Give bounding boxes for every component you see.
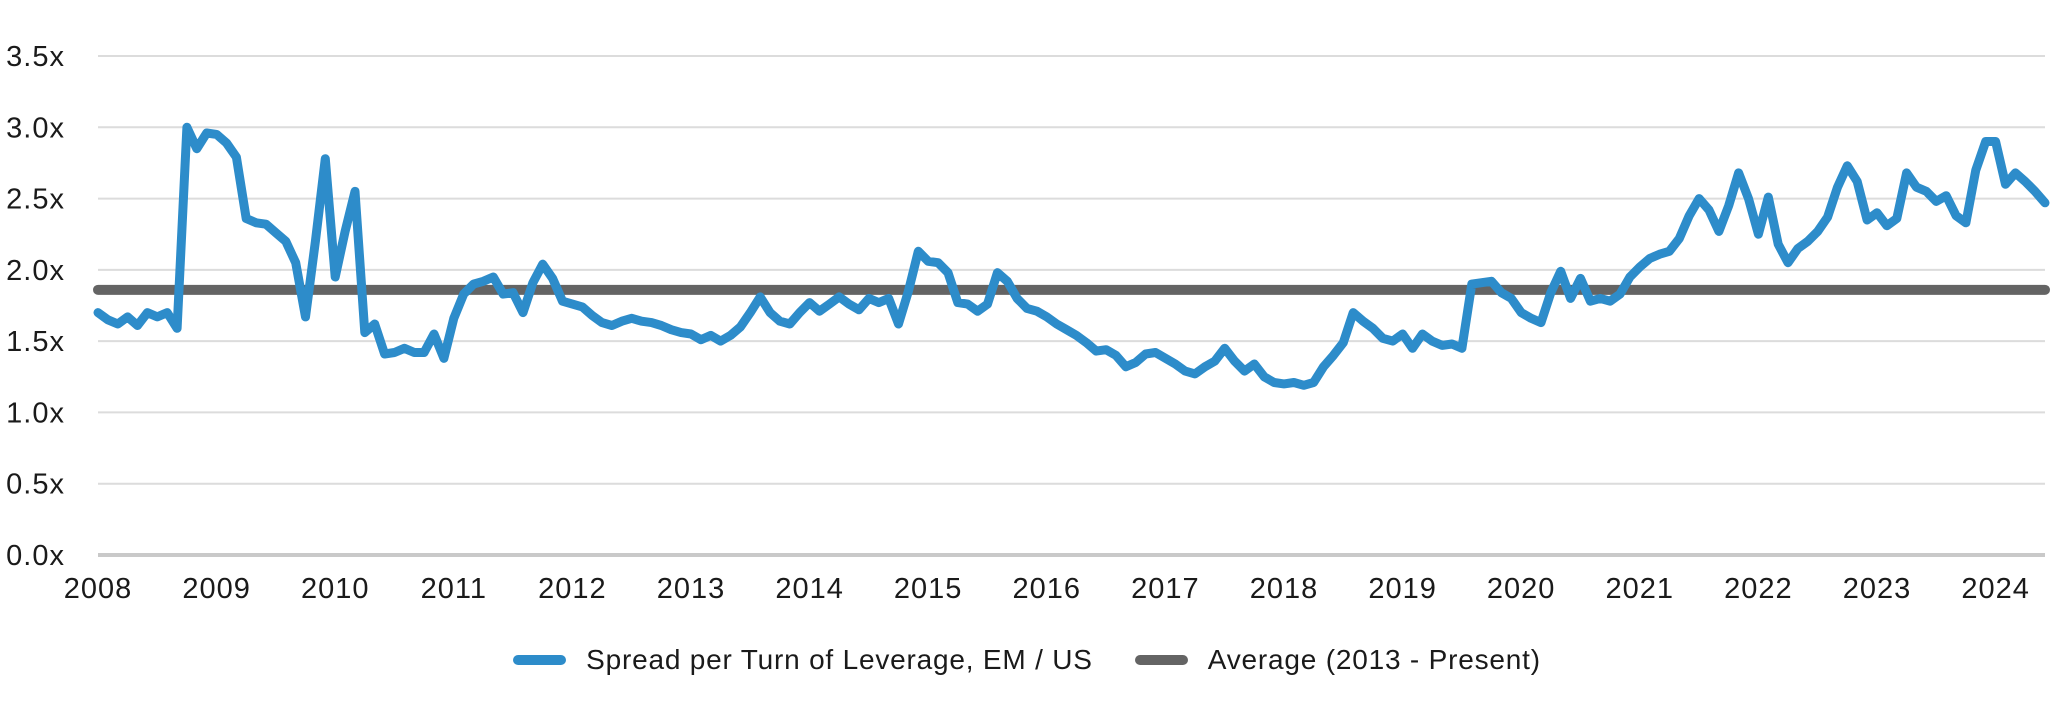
- y-tick-label: 3.0x: [6, 112, 65, 144]
- y-tick-label: 2.0x: [6, 255, 65, 287]
- x-tick-label: 2009: [182, 573, 251, 605]
- y-tick-label: 1.0x: [6, 397, 65, 429]
- y-tick-label: 1.5x: [6, 326, 65, 358]
- y-tick-label: 0.5x: [6, 469, 65, 501]
- x-tick-label: 2022: [1724, 573, 1793, 605]
- y-tick-label: 0.0x: [6, 540, 65, 572]
- y-tick-label: 2.5x: [6, 184, 65, 216]
- y-tick-label: 3.5x: [6, 41, 65, 73]
- x-tick-label: 2017: [1131, 573, 1200, 605]
- x-tick-label: 2023: [1843, 573, 1912, 605]
- x-tick-label: 2014: [775, 573, 844, 605]
- x-tick-label: 2020: [1487, 573, 1556, 605]
- x-tick-label: 2019: [1368, 573, 1437, 605]
- spread-series-line: [93, 122, 2050, 390]
- x-tick-label: 2008: [64, 573, 133, 605]
- x-tick-label: 2011: [421, 573, 487, 605]
- x-tick-label: 2015: [894, 573, 963, 605]
- x-tick-label: 2010: [301, 573, 370, 605]
- x-tick-label: 2016: [1013, 573, 1082, 605]
- x-tick-label: 2013: [657, 573, 726, 605]
- x-tick-label: 2018: [1250, 573, 1319, 605]
- x-tick-label: 2012: [538, 573, 607, 605]
- x-tick-label: 2024: [1961, 573, 2030, 605]
- x-tick-label: 2021: [1606, 573, 1675, 605]
